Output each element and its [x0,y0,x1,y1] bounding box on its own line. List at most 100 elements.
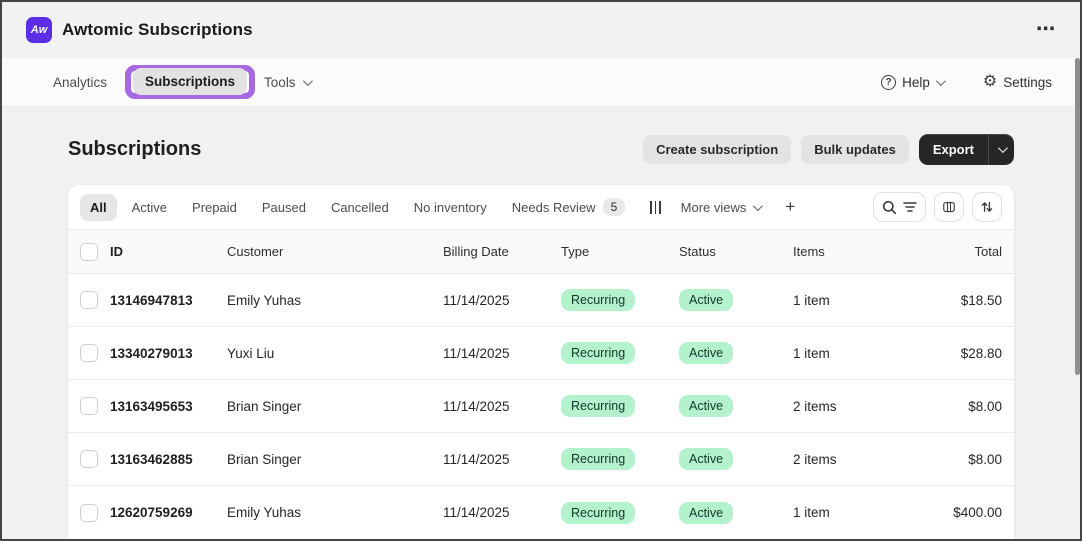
add-view-button[interactable]: + [785,197,796,216]
row-checkbox[interactable] [80,291,98,309]
cell-type: Recurring [561,448,679,470]
row-checkbox[interactable] [80,344,98,362]
export-dropdown-button[interactable] [988,134,1014,165]
column-header-id[interactable]: ID [110,244,123,259]
chevron-down-icon [753,200,764,211]
tab-prepaid[interactable]: Prepaid [192,199,237,215]
cell-id[interactable]: 13146947813 [110,292,193,308]
sort-button[interactable] [972,192,1002,222]
help-menu[interactable]: ? Help [881,74,946,90]
row-select-cell [80,503,110,522]
cell-items: 1 item [793,345,830,361]
tab-paused[interactable]: Paused [261,199,306,215]
cell-id[interactable]: 13340279013 [110,345,193,361]
columns-button[interactable] [934,192,964,222]
search-icon [882,200,897,214]
type-badge: Recurring [561,289,636,311]
view-divider-icon[interactable] [640,195,670,220]
cell-id[interactable]: 13163462885 [110,451,193,467]
cell-items: 2 items [793,451,837,467]
row-select-cell [80,291,110,309]
bulk-updates-button[interactable]: Bulk updates [801,135,909,164]
table-body: 13146947813 Emily Yuhas 11/14/2025 Recur… [68,274,1014,539]
more-views-label: More views [680,199,747,215]
chevron-down-icon [935,75,946,86]
needs-review-count-badge: 5 [602,198,626,216]
cell-billing-date: 11/14/2025 [443,345,510,361]
cell-total: $28.80 [960,345,1002,361]
table-row[interactable]: 12620759269 Emily Yuhas 11/14/2025 Recur… [68,486,1014,539]
row-checkbox[interactable] [80,503,98,522]
filter-toolbar: All Active Prepaid Paused Cancelled No i… [68,185,1014,230]
type-badge: Recurring [561,448,636,470]
table-row[interactable]: 13146947813 Emily Yuhas 11/14/2025 Recur… [68,274,1014,327]
column-header-items[interactable]: Items [793,244,825,259]
cell-id[interactable]: 12620759269 [110,505,193,520]
row-checkbox[interactable] [80,450,98,468]
status-badge: Active [679,342,734,364]
column-header-customer[interactable]: Customer [227,244,284,259]
nav-item-analytics[interactable]: Analytics [53,74,108,90]
column-header-type[interactable]: Type [561,244,590,259]
tab-needs-review[interactable]: Needs Review 5 [502,192,636,222]
select-all-checkbox[interactable] [80,242,98,261]
cell-customer: Emily Yuhas [227,292,302,308]
create-subscription-button[interactable]: Create subscription [643,135,792,164]
type-badge: Recurring [561,501,636,524]
table-row[interactable]: 13163495653 Brian Singer 11/14/2025 Recu… [68,380,1014,433]
nav-item-tools[interactable]: Tools [264,75,313,90]
sort-icon [981,202,993,212]
cell-customer: Yuxi Liu [227,345,275,361]
settings-label: Settings [1003,74,1052,90]
cell-customer: Emily Yuhas [227,505,302,520]
row-checkbox[interactable] [80,397,98,415]
nav-item-subscriptions[interactable]: Subscriptions [133,68,248,95]
app-title: Awtomic Subscriptions [62,20,253,39]
status-badge: Active [679,501,734,524]
tab-active[interactable]: Active [131,199,168,215]
cell-billing-date: 11/14/2025 [443,292,510,308]
cell-customer: Brian Singer [227,398,302,414]
export-button[interactable]: Export [932,142,974,157]
select-all-cell [80,242,110,261]
cell-billing-date: 11/14/2025 [443,451,510,467]
cell-items: 1 item [793,505,830,520]
cell-status: Active [679,501,793,524]
column-header-total[interactable]: Total [974,244,1002,259]
cell-total: $8.00 [968,451,1002,467]
table-row[interactable]: 13340279013 Yuxi Liu 11/14/2025 Recurrin… [68,327,1014,380]
type-badge: Recurring [561,395,636,417]
table-header-row: ID Customer Billing Date Type Status Ite… [68,230,1014,274]
app-logo-icon: Aw [26,17,52,43]
status-badge: Active [679,448,734,470]
cell-billing-date: 11/14/2025 [443,505,510,520]
column-header-billing-date[interactable]: Billing Date [443,244,509,259]
overflow-menu-icon[interactable]: ⋯ [1036,19,1056,40]
cell-id[interactable]: 13163495653 [110,398,193,414]
settings-menu[interactable]: ⚙ Settings [983,74,1052,90]
app-navbar: Analytics Subscriptions Tools ? Help ⚙ S… [2,58,1080,107]
chevron-down-icon [302,75,313,86]
cell-status: Active [679,395,793,417]
page-header: Subscriptions Create subscription Bulk u… [2,107,1080,185]
page-actions: Create subscription Bulk updates Export [643,134,1014,165]
tab-all[interactable]: All [80,193,117,221]
nav-left: Analytics Subscriptions Tools [53,65,324,99]
tab-no-inventory[interactable]: No inventory [413,199,487,215]
cell-items: 1 item [793,292,830,308]
column-header-status[interactable]: Status [679,244,716,259]
vertical-scrollbar[interactable] [1075,58,1080,375]
table-row[interactable]: 13163462885 Brian Singer 11/14/2025 Recu… [68,433,1014,486]
cell-total: $18.50 [960,292,1002,308]
type-badge: Recurring [561,342,636,364]
cell-type: Recurring [561,289,679,311]
tab-cancelled[interactable]: Cancelled [330,199,389,215]
status-badge: Active [679,395,734,417]
search-filter-button[interactable] [873,192,926,222]
filter-icon [903,202,917,212]
export-split-button: Export [918,134,1014,165]
cell-status: Active [679,342,793,364]
cell-type: Recurring [561,501,679,524]
status-badge: Active [679,289,734,311]
more-views-menu[interactable]: More views [671,194,771,221]
